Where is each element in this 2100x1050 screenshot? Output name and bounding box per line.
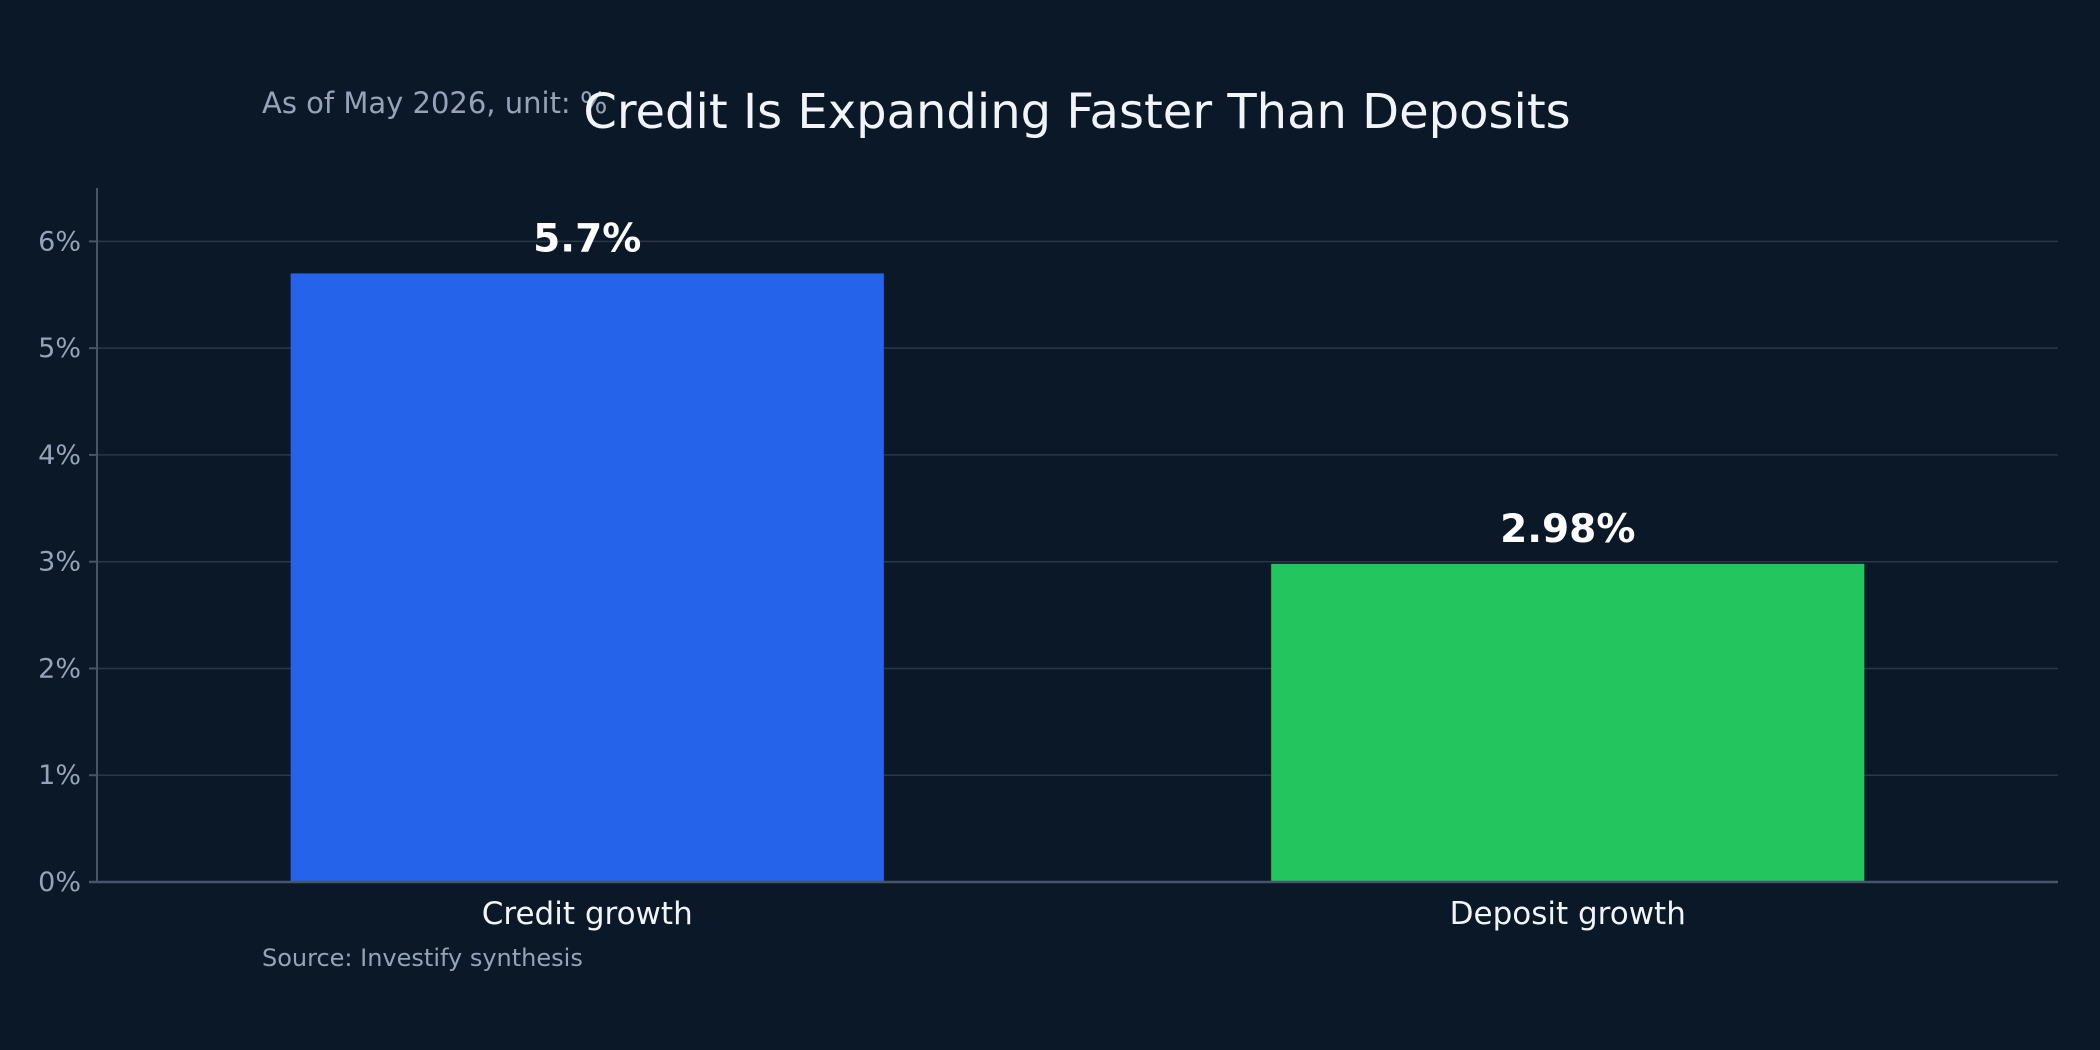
y-tick-label: 5% (38, 333, 81, 364)
y-tick-label: 6% (38, 226, 81, 257)
y-tick-label: 0% (38, 867, 81, 898)
bar-deposit-growth (1271, 563, 1865, 882)
data-label: 2.98% (1500, 507, 1635, 552)
y-tick-label: 1% (38, 760, 81, 791)
chart-source: Source: Investify synthesis (262, 944, 583, 972)
x-category-label: Deposit growth (1450, 896, 1686, 932)
bars (290, 273, 1865, 882)
x-category-label: Credit growth (482, 896, 693, 932)
data-labels: 5.7% 2.98% (533, 216, 1635, 551)
y-tick-label: 2% (38, 653, 81, 684)
bar-credit-growth (290, 273, 884, 882)
y-tick-label: 4% (38, 440, 81, 471)
chart-subtitle: As of May 2026, unit: % (262, 86, 607, 120)
chart-title: Credit Is Expanding Faster Than Deposits (583, 84, 1570, 140)
axes: 0% 1% 2% 3% 4% 5% 6% Credit growth Deposit growt… (38, 188, 2058, 932)
data-label: 5.7% (533, 216, 641, 261)
y-tick-label: 3% (38, 547, 81, 578)
